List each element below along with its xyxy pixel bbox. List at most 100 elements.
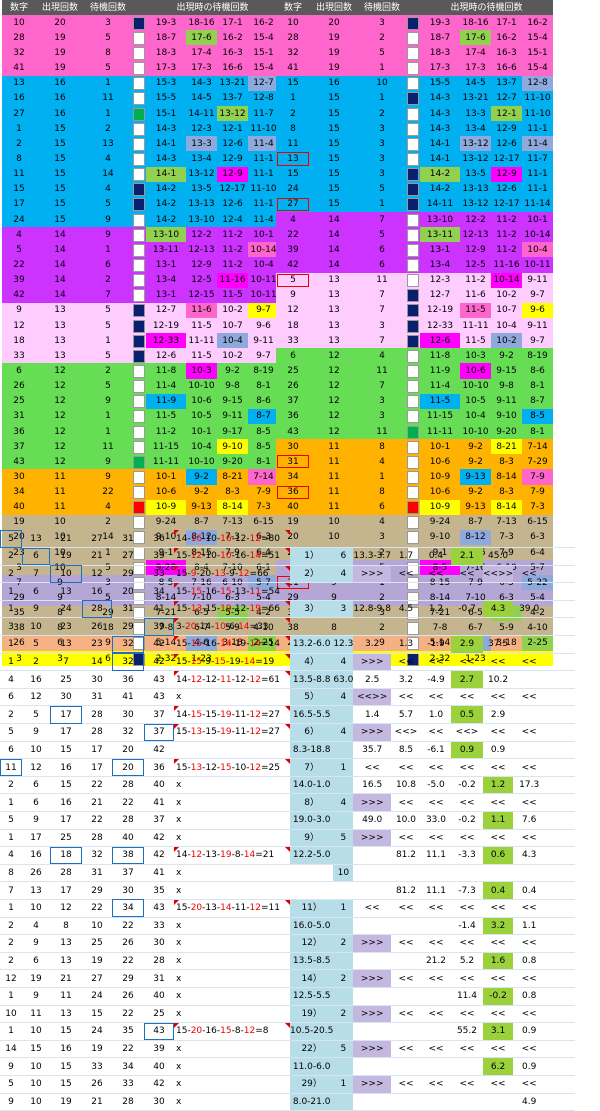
formula-cell: 15-20-13-14-11-12=11 xyxy=(174,899,290,918)
number-row: 37 12 3 11-5 10-5 9-11 8-7 xyxy=(276,393,553,409)
number-cell: 28 xyxy=(2,30,36,46)
number-cell: 12 xyxy=(276,302,310,318)
draw-number-cell: 26 xyxy=(22,864,50,883)
history-cell: 13-21 xyxy=(217,75,248,91)
stat-cell: 1.7 xyxy=(390,547,421,566)
stat-cell xyxy=(545,758,576,777)
stat-cell xyxy=(513,547,546,566)
draw-number-cell: 10 xyxy=(50,565,82,584)
stat-cell xyxy=(353,1057,391,1076)
stat-cell xyxy=(353,617,391,637)
wait-count-cell: 3 xyxy=(358,151,406,167)
group-count-cell: 2 xyxy=(333,969,354,988)
draw-number-cell: 15 xyxy=(22,1040,50,1059)
draw-number-cell: 16 xyxy=(50,1040,82,1059)
stat-cell: 0.8 xyxy=(513,952,546,971)
stat-cell: 4.3 xyxy=(482,600,514,619)
status-swatch xyxy=(406,90,420,106)
wait-count-cell: 9 xyxy=(84,211,132,228)
stat-cell xyxy=(545,1057,576,1076)
draw-number-cell: 2 xyxy=(22,653,50,672)
col-header-appear: 出現回数 xyxy=(310,0,358,16)
history-cell: 13-5 xyxy=(186,181,217,197)
formula-cell: 15-12-10-10-16-14=51 xyxy=(174,547,290,566)
stat-cell: -1.9 xyxy=(420,635,451,654)
draw-number-cell: 23 xyxy=(50,617,82,637)
draw-number-cell: 28 xyxy=(82,705,112,725)
stat-cell xyxy=(353,917,391,936)
stat-cell: 5.7 xyxy=(390,705,421,725)
number-cell: 13 xyxy=(2,75,36,91)
formula-cell: x xyxy=(174,1093,290,1111)
draw-row: 1 6 13 16 20 34 15-15-16-15-13-11=54 xyxy=(0,582,576,601)
stat-cell: -6.1 xyxy=(420,741,451,760)
stat-cell xyxy=(353,987,391,1006)
group-count-cell xyxy=(333,917,354,936)
draw-number-cell: 16 xyxy=(22,846,50,865)
status-swatch xyxy=(132,363,146,379)
status-swatch xyxy=(132,469,146,485)
number-row: 26 12 5 11-4 10-10 9-8 8-1 xyxy=(2,378,279,394)
history-cell: 17-3 xyxy=(420,60,460,76)
wait-count-cell: 2 xyxy=(84,272,132,288)
number-row: 12 13 7 12-19 11-5 10-7 9-6 xyxy=(276,302,553,318)
stat-cell: >>> xyxy=(353,829,391,848)
status-swatch xyxy=(406,363,420,379)
draw-number-cell: 16 xyxy=(50,793,82,812)
draw-number-cell: 13 xyxy=(22,881,50,900)
draw-number-cell: 28 xyxy=(82,829,112,848)
wait-count-cell: 4 xyxy=(84,151,132,167)
draw-number-cell: 1 xyxy=(0,987,22,1006)
history-cell: 12-7 xyxy=(491,90,522,106)
col-header-wait: 待機回数 xyxy=(84,0,132,16)
history-cell: 10-2 xyxy=(491,333,522,349)
group-label-cell xyxy=(290,530,334,549)
history-cell: 6-15 xyxy=(522,514,553,530)
group-count-cell: 63.0 xyxy=(333,670,354,689)
history-cell: 11-1 xyxy=(522,181,553,197)
history-cell: 13-5 xyxy=(460,166,491,182)
stat-cell xyxy=(353,881,391,900)
history-cell: 10-10 xyxy=(186,454,217,470)
history-cell: 8-1 xyxy=(248,378,279,394)
stat-cell: << xyxy=(482,1005,514,1024)
history-cell: 12-8 xyxy=(522,75,553,91)
stat-cell: << xyxy=(513,1075,546,1094)
draw-number-cell: 39 xyxy=(144,547,174,566)
appear-count-cell: 14 xyxy=(36,272,84,288)
wait-count-cell: 11 xyxy=(358,423,406,440)
history-cell: 12-1 xyxy=(491,105,522,122)
stat-cell xyxy=(390,617,421,637)
draw-number-cell: 1 xyxy=(0,653,22,672)
history-cell: 11-1 xyxy=(248,196,279,212)
history-cell: 11-2 xyxy=(491,242,522,258)
stat-cell: -0.2 xyxy=(482,987,514,1006)
number-row: 43 12 11 11-11 10-10 9-20 8-1 xyxy=(276,423,553,440)
history-cell: 12-9 xyxy=(491,166,522,182)
history-cell: 10-14 xyxy=(522,227,553,243)
stat-cell xyxy=(513,864,546,883)
history-cell: 12-6 xyxy=(146,348,186,364)
stat-cell xyxy=(482,582,514,601)
number-cell: 34 xyxy=(2,484,36,500)
wait-count-cell: 3 xyxy=(358,136,406,152)
number-row: 1 15 2 14-3 12-3 12-1 11-10 xyxy=(2,121,279,137)
stat-cell: << xyxy=(482,1040,514,1059)
stat-cell: << xyxy=(513,899,546,918)
draw-number-cell: 30 xyxy=(144,1093,174,1111)
number-row: 39 14 6 13-1 12-9 11-2 10-4 xyxy=(276,242,553,258)
stat-cell: << xyxy=(450,1075,483,1094)
stat-cell xyxy=(513,741,546,760)
history-cell: 10-4 xyxy=(217,333,248,349)
history-cell: 9-6 xyxy=(522,302,553,318)
history-cell: 8-5 xyxy=(248,439,279,455)
number-cell: 2 xyxy=(2,136,36,152)
stat-cell: << xyxy=(390,1040,421,1059)
number-row: 8 15 4 14-3 13-4 12-9 11-1 xyxy=(2,151,279,167)
stat-cell xyxy=(420,864,451,883)
history-cell: 11-7 xyxy=(248,105,279,122)
stat-cell xyxy=(450,617,483,637)
draw-number-cell: 30 xyxy=(112,881,144,900)
draw-number-cell: 4 xyxy=(22,917,50,936)
history-cell: 9-2 xyxy=(460,484,491,500)
